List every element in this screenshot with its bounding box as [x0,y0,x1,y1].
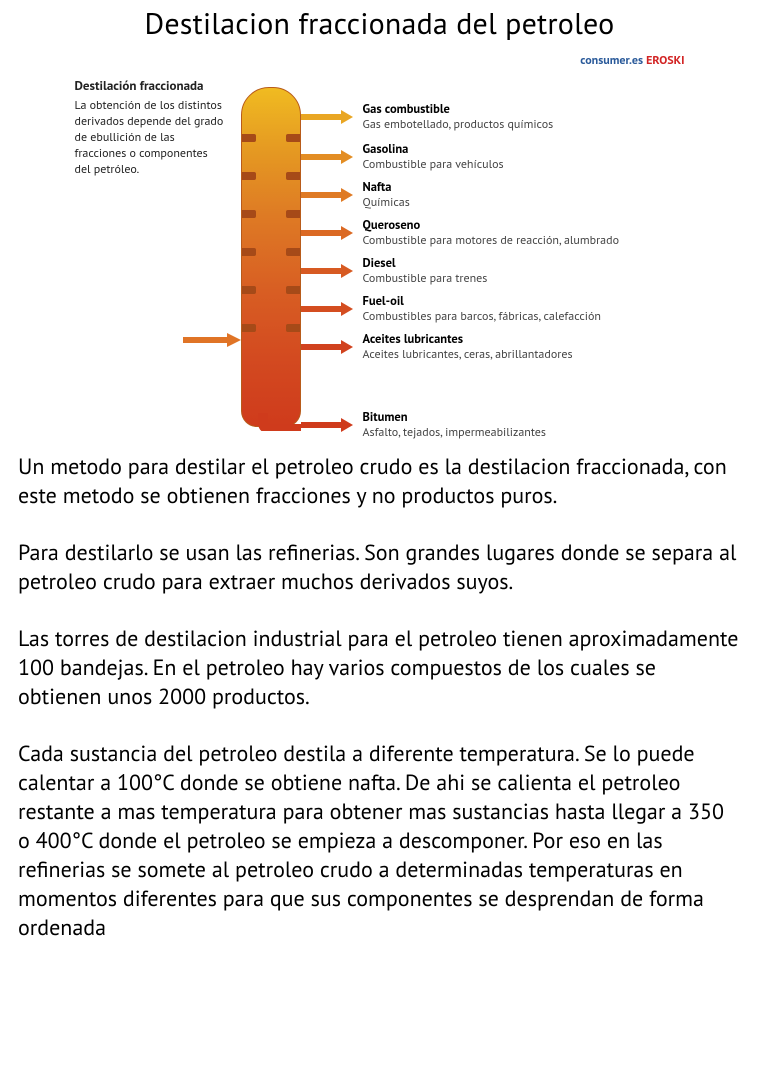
outlet-arrow-icon [301,340,353,354]
page-title: Destilacion fraccionada del petroleo [18,4,741,43]
outlet-row: GasolinaCombustible para vehículos [301,139,504,175]
outlet-sub: Combustible para trenes [363,271,488,286]
distillation-column [241,87,301,427]
outlet-row: Fuel-oilCombustibles para barcos, fábric… [301,291,601,327]
outlet-sub: Aceites lubricantes, ceras, abrillantado… [363,347,573,362]
column-tray [242,324,300,332]
outlet-label: Aceites lubricantes [363,331,464,347]
outlet-sub: Químicas [363,195,410,210]
side-note: Destilación fraccionada La obtención de … [75,77,225,178]
outlet-text: NaftaQuímicas [363,180,410,210]
paragraph: Un metodo para destilar el petroleo crud… [18,453,741,511]
outlet-text: GasolinaCombustible para vehículos [363,142,504,172]
paragraph: Para destilarlo se usan las refinerias. … [18,539,741,597]
page: Destilacion fraccionada del petroleo con… [0,4,759,963]
outlet-label: Gas combustible [363,101,450,117]
outlet-sub: Combustible para vehículos [363,157,504,172]
outlet-text: DieselCombustible para trenes [363,256,488,286]
outlet-label: Nafta [363,179,392,195]
outlet-arrow-icon [301,110,353,124]
column-tray [242,286,300,294]
outlet-label: Gasolina [363,141,409,157]
outlet-row: QuerosenoCombustible para motores de rea… [301,215,620,251]
outlet-sub: Asfalto, tejados, impermeabilizantes [363,425,546,440]
outlet-label: Queroseno [363,217,421,233]
side-note-heading: Destilación fraccionada [75,77,225,95]
paragraph: Las torres de destilacion industrial par… [18,625,741,712]
outlet-row: Aceites lubricantesAceites lubricantes, … [301,329,573,365]
column-tray [242,172,300,180]
outlet-text: BitumenAsfalto, tejados, impermeabilizan… [363,410,546,440]
outlet-sub: Gas embotellado, productos químicos [363,117,554,132]
outlet-sub: Combustibles para barcos, fábricas, cale… [363,309,601,324]
outlet-text: Aceites lubricantesAceites lubricantes, … [363,332,573,362]
paragraph: Cada sustancia del petroleo destila a di… [18,740,741,943]
outlet-arrow-icon [301,226,353,240]
outlet-arrow-icon [301,188,353,202]
outlet-arrow-icon [301,150,353,164]
side-note-body: La obtención de los distintos derivados … [75,98,224,178]
outlet-label: Bitumen [363,409,408,425]
outlet-text: Gas combustibleGas embotellado, producto… [363,102,554,132]
credit-line: consumer.es EROSKI [580,53,684,68]
outlet-text: Fuel-oilCombustibles para barcos, fábric… [363,294,601,324]
outlet-text: QuerosenoCombustible para motores de rea… [363,218,620,248]
column-tray [242,248,300,256]
outlet-label: Diesel [363,255,396,271]
bottom-pipe-icon [255,413,301,431]
credit-part1: consumer.es [580,53,646,68]
outlet-row: DieselCombustible para trenes [301,253,488,289]
column-tray [242,134,300,142]
credit-part2: EROSKI [646,53,684,68]
inlet-arrow-icon [183,333,241,347]
distillation-diagram: consumer.es EROSKI Destilación fracciona… [75,53,685,439]
outlet-arrow-icon [301,418,353,432]
column-tray [242,210,300,218]
outlet-sub: Combustible para motores de reacción, al… [363,233,620,248]
outlet-arrow-icon [301,264,353,278]
outlet-row: BitumenAsfalto, tejados, impermeabilizan… [301,407,546,443]
outlet-row: NaftaQuímicas [301,177,410,213]
outlet-arrow-icon [301,302,353,316]
outlet-row: Gas combustibleGas embotellado, producto… [301,99,554,135]
outlet-label: Fuel-oil [363,293,404,309]
